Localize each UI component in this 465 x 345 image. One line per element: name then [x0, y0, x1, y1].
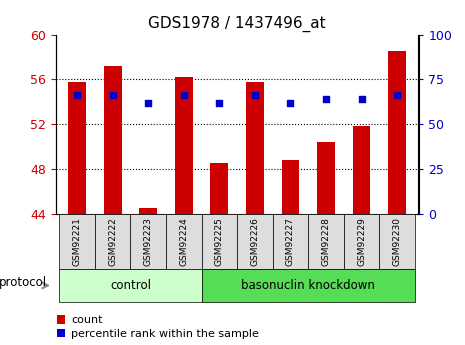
- Text: GSM92230: GSM92230: [392, 217, 402, 266]
- Text: GSM92225: GSM92225: [215, 217, 224, 266]
- Text: GSM92226: GSM92226: [251, 217, 259, 266]
- Point: [322, 96, 330, 102]
- Text: GSM92221: GSM92221: [73, 217, 82, 266]
- Point: [358, 96, 365, 102]
- Bar: [272, 214, 308, 269]
- Bar: [175, 77, 193, 214]
- Text: GSM92229: GSM92229: [357, 217, 366, 266]
- Bar: [95, 214, 131, 269]
- Bar: [202, 269, 415, 302]
- Bar: [140, 208, 157, 214]
- Point: [145, 100, 152, 106]
- Text: GSM92228: GSM92228: [321, 217, 331, 266]
- Bar: [246, 81, 264, 214]
- Text: GSM92224: GSM92224: [179, 217, 188, 266]
- Bar: [317, 142, 335, 214]
- Bar: [60, 214, 95, 269]
- Point: [216, 100, 223, 106]
- Bar: [166, 214, 202, 269]
- Point: [109, 93, 116, 98]
- Bar: [104, 66, 121, 214]
- Text: GSM92223: GSM92223: [144, 217, 153, 266]
- Bar: [379, 214, 415, 269]
- Bar: [353, 126, 371, 214]
- Point: [73, 93, 81, 98]
- Bar: [60, 269, 202, 302]
- Point: [287, 100, 294, 106]
- Bar: [202, 214, 237, 269]
- Bar: [211, 164, 228, 214]
- Text: control: control: [110, 279, 151, 292]
- Text: basonuclin knockdown: basonuclin knockdown: [241, 279, 375, 292]
- Legend: count, percentile rank within the sample: count, percentile rank within the sample: [52, 311, 263, 343]
- Point: [180, 93, 187, 98]
- Bar: [237, 214, 272, 269]
- Point: [251, 93, 259, 98]
- Bar: [131, 214, 166, 269]
- Bar: [344, 214, 379, 269]
- Bar: [308, 214, 344, 269]
- Point: [393, 93, 401, 98]
- Bar: [388, 51, 406, 214]
- Text: GSM92222: GSM92222: [108, 217, 117, 266]
- Title: GDS1978 / 1437496_at: GDS1978 / 1437496_at: [148, 16, 326, 32]
- Text: protocol: protocol: [0, 276, 46, 288]
- Bar: [68, 81, 86, 214]
- Text: GSM92227: GSM92227: [286, 217, 295, 266]
- Bar: [282, 160, 299, 214]
